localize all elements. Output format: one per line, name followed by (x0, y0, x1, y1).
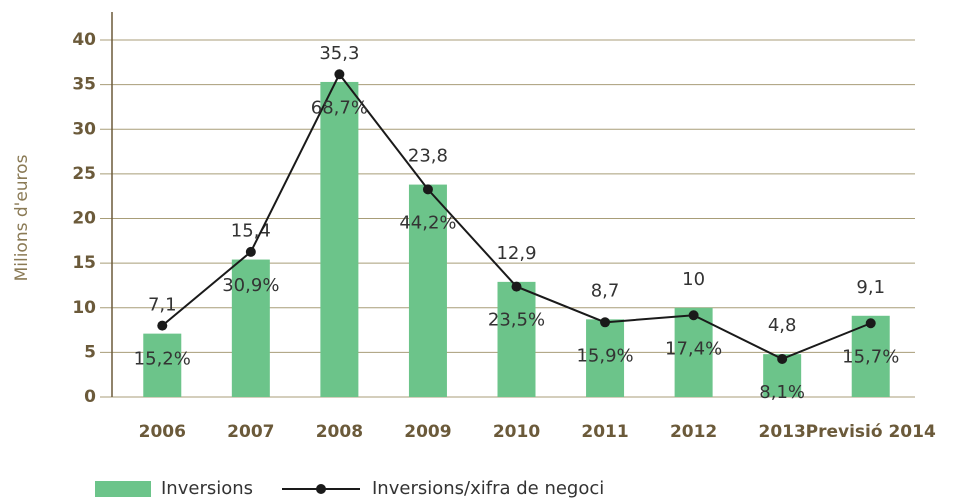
bar-value-label: 9,1 (856, 277, 885, 298)
line-value-label: 15,9% (576, 345, 633, 366)
bar-value-label: 12,9 (496, 243, 536, 264)
line-value-label: 44,2% (399, 212, 456, 233)
x-tick-label: Previsió 2014 (806, 422, 936, 442)
legend-label: Inversions/xifra de negoci (372, 478, 604, 499)
line-value-label: 17,4% (665, 338, 722, 359)
line-value-label: 68,7% (311, 97, 368, 118)
x-tick-label: 2006 (139, 422, 186, 442)
line-marker (688, 310, 699, 321)
line-marker (777, 353, 788, 364)
bar-value-label: 15,4 (231, 221, 271, 242)
bar-value-label: 7,1 (148, 295, 177, 316)
x-tick-label: 2009 (404, 422, 451, 442)
y-tick-label: 25 (72, 164, 96, 184)
bar (143, 333, 182, 397)
line-marker (422, 184, 433, 195)
line-value-label: 8,1% (759, 382, 805, 403)
line-marker (511, 281, 522, 292)
x-tick-label: 2008 (316, 422, 363, 442)
bar (408, 184, 447, 397)
bar (586, 319, 625, 397)
bar-value-label: 4,8 (768, 315, 797, 336)
bar-value-label: 35,3 (319, 43, 359, 64)
y-tick-label: 0 (84, 387, 96, 407)
y-tick-label: 5 (84, 342, 96, 362)
x-tick-label: 2013 (759, 422, 806, 442)
bar (497, 281, 536, 397)
line-marker (600, 317, 611, 328)
x-tick-label: 2010 (493, 422, 540, 442)
line-marker (865, 318, 876, 329)
x-tick-label: 2012 (670, 422, 717, 442)
line-value-label: 23,5% (488, 310, 545, 331)
line-value-label: 30,9% (222, 275, 279, 296)
bar-value-label: 10 (682, 269, 705, 290)
y-tick-label: 10 (72, 298, 96, 318)
line-value-label: 15,2% (134, 349, 191, 370)
y-tick-label: 40 (72, 30, 96, 50)
bar (231, 259, 270, 397)
y-axis-label: Milions d'euros (12, 154, 32, 281)
legend-label: Inversions (161, 478, 253, 499)
y-tick-label: 20 (72, 209, 96, 229)
bar (320, 81, 359, 397)
line-marker (334, 69, 345, 80)
y-tick-label: 30 (72, 119, 96, 139)
line-marker (157, 320, 168, 331)
line-value-label: 15,7% (842, 346, 899, 367)
bar-value-label: 23,8 (408, 146, 448, 167)
line-marker (245, 246, 256, 257)
y-tick-label: 15 (72, 253, 96, 273)
legend-swatch (95, 481, 151, 497)
y-tick-label: 35 (72, 75, 96, 95)
bar-value-label: 8,7 (591, 280, 620, 301)
x-tick-label: 2007 (227, 422, 274, 442)
x-tick-label: 2011 (581, 422, 628, 442)
legend-marker (316, 484, 326, 494)
